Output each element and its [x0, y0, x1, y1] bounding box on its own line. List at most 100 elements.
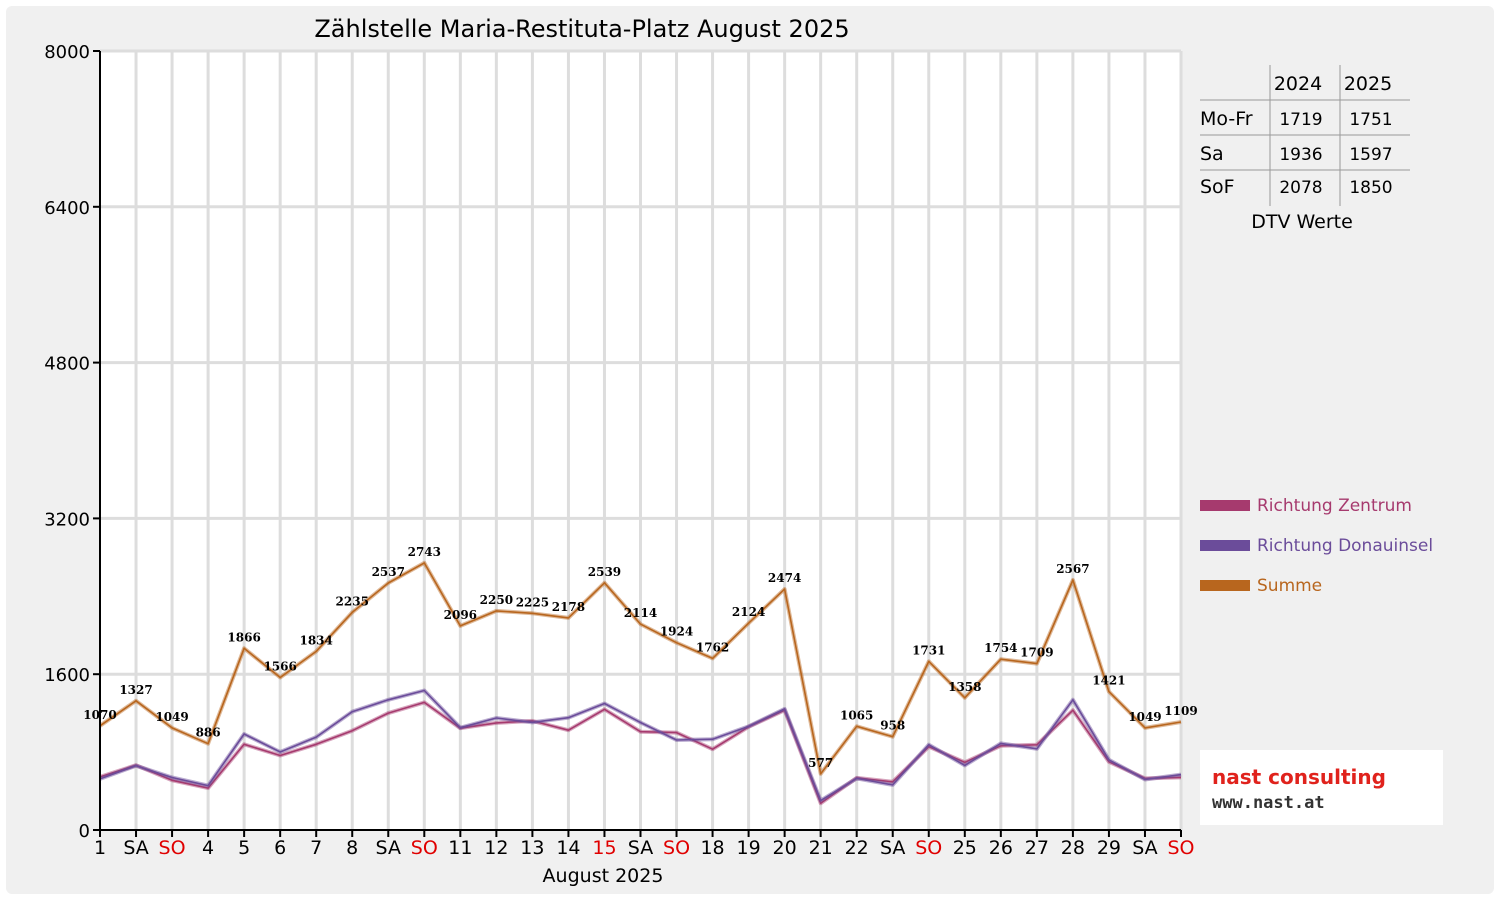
legend-label: Richtung Donauinsel [1257, 536, 1433, 556]
x-tick-label: SA [880, 837, 905, 859]
x-tick-label: 5 [238, 837, 250, 859]
data-label: 886 [196, 726, 221, 740]
x-tick-label: 6 [274, 837, 286, 859]
data-label: 2235 [336, 594, 369, 608]
data-label: 2743 [408, 545, 441, 559]
y-tick-label: 6400 [44, 198, 90, 219]
table-header-2024: 2024 [1274, 73, 1322, 95]
data-label: 1731 [912, 643, 945, 657]
logo: nast consulting www.nast.at [1200, 750, 1443, 825]
x-tick-label: 13 [520, 837, 544, 859]
data-label: 2539 [588, 565, 621, 579]
x-tick-label: SO [159, 837, 186, 859]
x-tick-label: 12 [484, 837, 508, 859]
data-label: 1421 [1092, 674, 1125, 688]
x-tick-label: 8 [346, 837, 358, 859]
series-line [99, 689, 1182, 802]
x-tick-label: 11 [448, 837, 472, 859]
y-tick-label: 3200 [44, 509, 90, 530]
data-labels: 1070132710498861866156618342235253727432… [83, 545, 1197, 770]
data-label: 2250 [480, 593, 513, 607]
table-cell: 1936 [1279, 145, 1322, 165]
data-label: 1762 [696, 640, 729, 654]
x-tick-label: 19 [737, 837, 761, 859]
logo-text: nast consulting [1212, 765, 1386, 789]
table-cell: 2078 [1279, 178, 1322, 198]
data-label: 1866 [227, 630, 260, 644]
x-tick-label: 4 [202, 837, 214, 859]
legend: Richtung Zentrum Richtung Donauinsel Summe [1200, 496, 1433, 596]
logo-url: www.nast.at [1212, 793, 1325, 813]
y-axis-ticks: 0 1600 3200 4800 6400 8000 [44, 42, 100, 842]
legend-label: Richtung Zentrum [1257, 496, 1412, 516]
x-tick-label: 20 [773, 837, 797, 859]
y-tick-label: 1600 [44, 665, 90, 686]
dtv-table: 2024 2025 Mo-Fr 1719 1751 Sa 1936 1597 S… [1200, 65, 1410, 233]
data-label: 958 [880, 719, 905, 733]
x-tick-label: SA [1132, 837, 1157, 859]
legend-swatch [1200, 500, 1250, 511]
x-tick-label: 28 [1061, 837, 1085, 859]
data-label: 1049 [155, 710, 188, 724]
table-row-label: Sa [1200, 143, 1224, 165]
x-tick-label: 25 [953, 837, 977, 859]
logo-box [1200, 750, 1443, 825]
x-tick-label: 15 [592, 837, 616, 859]
x-tick-label: SA [123, 837, 148, 859]
series-line [99, 562, 1182, 775]
table-cell: 1751 [1349, 110, 1392, 130]
table-cell: 1850 [1349, 178, 1392, 198]
data-label: 2124 [732, 605, 765, 619]
x-tick-label: 27 [1025, 837, 1049, 859]
series-group [98, 560, 1182, 806]
x-tick-label: 22 [845, 837, 869, 859]
x-tick-label: 18 [700, 837, 724, 859]
data-label: 1327 [119, 683, 152, 697]
x-tick-label: 21 [809, 837, 833, 859]
x-tick-label: SA [376, 837, 401, 859]
data-label: 2567 [1056, 562, 1089, 576]
data-label: 1065 [840, 708, 873, 722]
y-tick-label: 4800 [44, 354, 90, 375]
table-cell: 1719 [1279, 110, 1322, 130]
x-tick-label: 14 [556, 837, 580, 859]
x-tick-label: SO [663, 837, 690, 859]
y-tick-label: 8000 [44, 42, 90, 63]
legend-swatch [1200, 580, 1250, 591]
data-label: 577 [808, 756, 833, 770]
data-label: 2178 [552, 600, 585, 614]
x-tick-label: 1 [94, 837, 106, 859]
data-label: 2537 [372, 565, 405, 579]
x-tick-label: SA [628, 837, 653, 859]
legend-swatch [1200, 540, 1250, 551]
x-tick-label: SO [1167, 837, 1194, 859]
data-label: 1754 [984, 641, 1017, 655]
x-axis-label: August 2025 [543, 865, 664, 887]
x-tick-label: 26 [989, 837, 1013, 859]
data-label: 1566 [263, 660, 296, 674]
data-label: 1358 [948, 680, 981, 694]
data-label: 1834 [299, 633, 332, 647]
x-tick-label: 29 [1097, 837, 1121, 859]
table-caption: DTV Werte [1251, 211, 1353, 233]
x-axis-ticks: 1 SA SO 4 5 6 7 8 SA SO 11 12 13 14 15 SA SO 18 19 20 21 22 SA… [94, 830, 1195, 859]
chart-title: Zählstelle Maria-Restituta-Platz August … [314, 15, 849, 43]
table-cell: 1597 [1349, 145, 1392, 165]
series-line [99, 701, 1182, 805]
x-tick-label: 7 [310, 837, 322, 859]
data-label: 1924 [660, 625, 693, 639]
x-tick-label: SO [915, 837, 942, 859]
table-row-label: Mo-Fr [1200, 108, 1253, 130]
data-label: 2114 [624, 606, 657, 620]
table-header-2025: 2025 [1344, 73, 1392, 95]
data-label: 1709 [1020, 646, 1053, 660]
data-label: 1109 [1164, 704, 1197, 718]
data-label: 2096 [444, 608, 477, 622]
data-label: 2474 [768, 571, 801, 585]
data-label: 1049 [1128, 710, 1161, 724]
y-tick-label: 0 [79, 821, 90, 842]
data-label: 2225 [516, 595, 549, 609]
legend-label: Summe [1257, 576, 1322, 596]
x-tick-label: SO [411, 837, 438, 859]
